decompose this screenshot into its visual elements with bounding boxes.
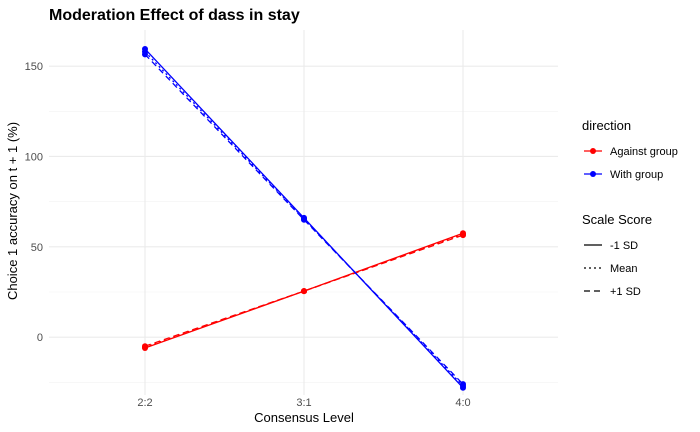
legend-entry-label: +1 SD [610,286,641,298]
legend-key-point [590,171,596,177]
y-axis-ticks: 0 50 100 150 [25,61,43,344]
series-line [144,53,464,385]
y-tick-label: 100 [25,151,43,163]
data-point [460,381,466,388]
legend-entry-label: Mean [610,263,638,275]
legend-title: direction [582,118,631,133]
legend-entry-label: -1 SD [610,240,638,252]
data-point [142,343,148,350]
x-tick-label: 4:0 [455,397,470,409]
data-point [301,216,307,223]
grid [49,30,558,395]
y-tick-label: 50 [31,242,43,254]
series-line [144,234,464,347]
y-axis-title: Choice 1 accuracy on t + 1 (%) [5,122,20,300]
data-point [142,51,148,58]
series-layer [142,45,466,391]
legend-entry-label: Against group [610,146,678,158]
y-tick-label: 0 [37,332,43,344]
x-axis-ticks: 2:2 3:1 4:0 [137,397,470,409]
chart-title: Moderation Effect of dass in stay [49,7,300,24]
x-tick-label: 2:2 [137,397,152,409]
x-tick-label: 3:1 [296,397,311,409]
data-point [460,232,466,239]
data-point [301,288,307,295]
legend-key-point [590,148,596,154]
x-axis-title: Consensus Level [254,410,354,425]
legend-title: Scale Score [582,212,652,227]
y-tick-label: 150 [25,61,43,73]
legend: direction Against group With group Scale Sc… [582,118,678,298]
legend-entry-label: With group [610,169,663,181]
